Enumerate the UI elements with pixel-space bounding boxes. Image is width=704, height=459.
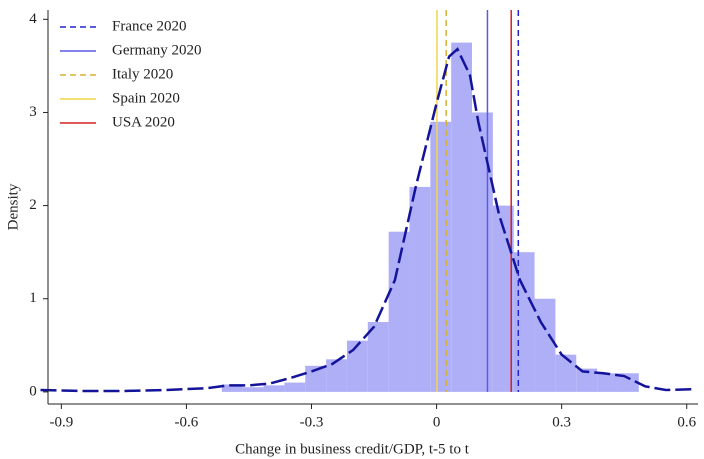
x-tick-label: -0.9 [49,414,73,430]
legend-label: USA 2020 [112,114,175,130]
histogram-bar [305,365,327,392]
y-tick-label: 1 [29,290,37,306]
legend-label: Germany 2020 [112,42,202,58]
x-tick-label: 0 [433,414,441,430]
histogram-bar [284,382,306,392]
histogram-bar [263,385,285,392]
histogram-bar [242,387,264,392]
histogram-bar [472,112,493,392]
histogram-bar [346,340,368,392]
histogram-bar [534,298,556,392]
histogram-bar [430,121,452,392]
histogram-bar [617,373,639,392]
histogram-bar [221,384,243,392]
x-tick-label: -0.3 [300,414,324,430]
histogram-bar [409,186,431,392]
legend-label: France 2020 [112,18,187,34]
legend-label: Italy 2020 [112,66,173,82]
histogram-bar [576,368,598,392]
x-tick-label: -0.6 [175,414,199,430]
histogram-bar [326,359,347,392]
x-tick-label: 0.6 [677,414,696,430]
y-tick-label: 2 [29,197,37,213]
legend-label: Spain 2020 [112,90,180,106]
histogram-bar [513,252,535,392]
density-curve [40,47,696,393]
histogram-bar [451,42,473,392]
histogram-bar [492,205,514,392]
histogram-bar [597,373,618,392]
histogram-bar [555,354,577,392]
histogram-bar [388,231,410,392]
x-tick-label: 0.3 [552,414,571,430]
y-tick-label: 0 [29,383,37,399]
y-tick-label: 4 [29,11,37,27]
histogram-bar [367,322,389,392]
x-axis-label: Change in business credit/GDP, t-5 to t [235,441,470,457]
y-tick-label: 3 [29,104,37,120]
y-axis-label: Density [5,183,21,230]
